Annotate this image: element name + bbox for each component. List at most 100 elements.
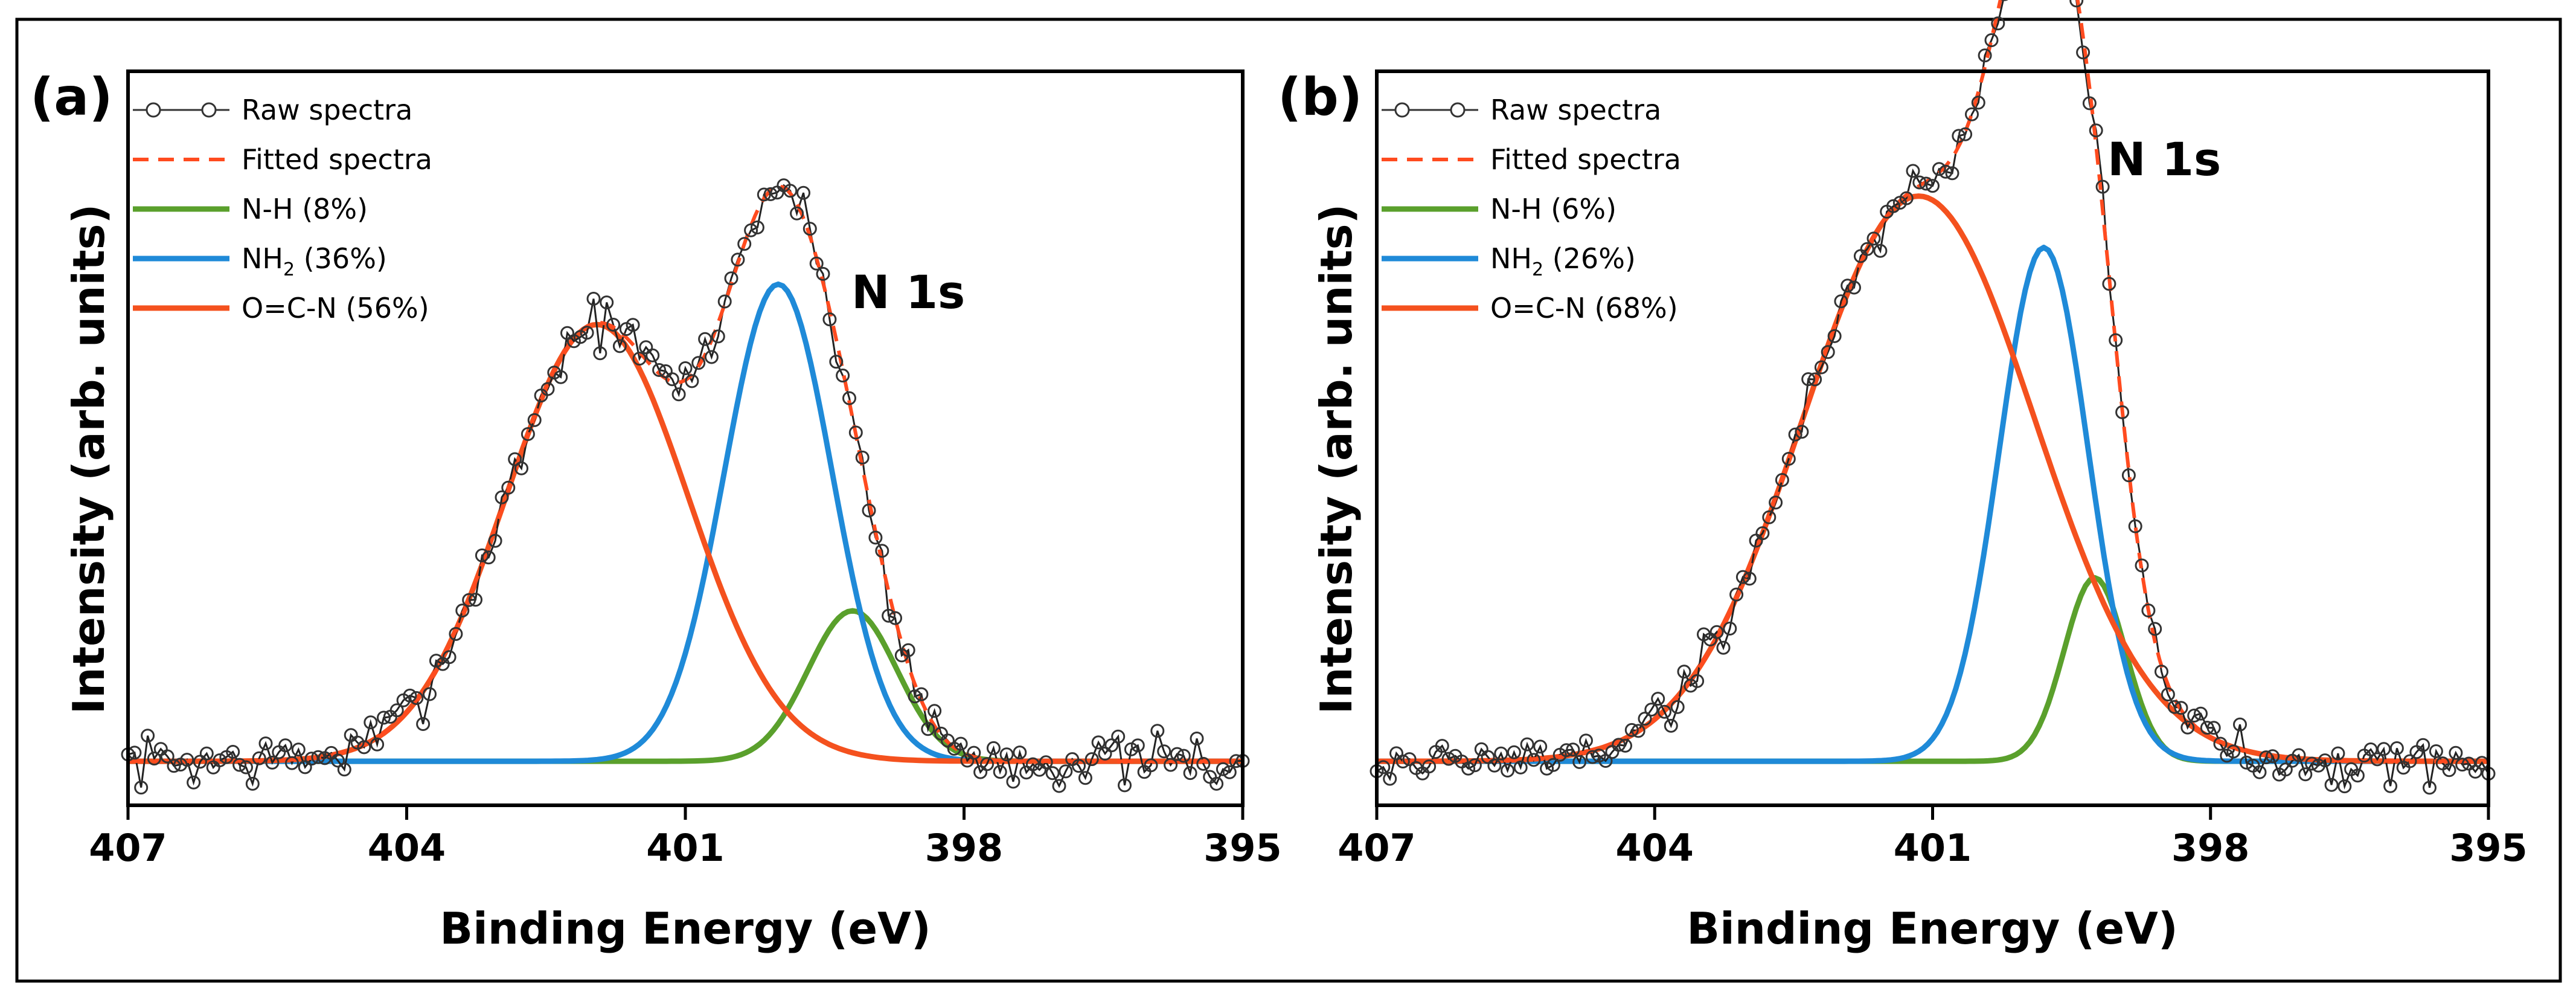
raw-data-point xyxy=(986,741,1001,755)
raw-data-point xyxy=(2266,749,2280,764)
raw-data-point xyxy=(2148,622,2162,636)
raw-data-point xyxy=(252,751,266,765)
raw-data-point xyxy=(1422,759,1437,774)
raw-data-point xyxy=(1618,738,1632,753)
legend-label: Raw spectra xyxy=(242,94,412,126)
panel-b: (b) Intensity (arb. units) 407 404 401 398 3… xyxy=(1278,0,2528,954)
spectrum-label: N 1s xyxy=(2107,132,2221,186)
legend-label: Fitted spectra xyxy=(1490,143,1681,176)
raw-data-point xyxy=(1769,495,1783,510)
legend-label: NH2 (26%) xyxy=(1490,242,1636,280)
raw-data-point xyxy=(2363,742,2378,756)
raw-data-point xyxy=(1781,452,1796,466)
raw-data-point xyxy=(1762,510,1777,524)
raw-data-point xyxy=(1078,771,1092,785)
raw-data-point xyxy=(1716,640,1731,655)
raw-data-point xyxy=(868,530,883,545)
raw-data-point xyxy=(1945,166,1959,181)
raw-data-point xyxy=(1467,758,1482,773)
raw-data-point xyxy=(1533,739,1548,754)
raw-data-point xyxy=(816,266,830,281)
raw-data-point xyxy=(842,391,856,405)
raw-data-point xyxy=(1579,733,1593,748)
raw-data-point xyxy=(1932,162,1946,176)
raw-data-point xyxy=(416,717,431,731)
raw-data-point xyxy=(928,704,942,718)
raw-data-point xyxy=(914,687,929,701)
raw-data-point xyxy=(2468,764,2482,779)
raw-data-point xyxy=(757,187,771,202)
raw-data-point xyxy=(1873,243,1888,258)
raw-data-point xyxy=(744,223,758,237)
raw-data-point xyxy=(2423,781,2437,795)
raw-data-point xyxy=(2442,763,2456,777)
legend-label: Fitted spectra xyxy=(242,143,432,176)
raw-data-point xyxy=(2135,558,2149,573)
x-tick-label: 398 xyxy=(2171,826,2249,870)
raw-data-point xyxy=(724,271,739,286)
raw-data-point xyxy=(993,765,1007,779)
raw-data-point xyxy=(2278,762,2293,777)
raw-data-point xyxy=(1978,48,1992,63)
raw-data-point xyxy=(2167,700,2182,714)
raw-data-point xyxy=(469,593,482,607)
raw-data-point xyxy=(1501,764,1515,777)
raw-data-point xyxy=(750,221,764,234)
raw-data-point xyxy=(888,611,902,625)
raw-data-point xyxy=(291,742,306,757)
raw-data-point xyxy=(953,736,968,751)
raw-data-point xyxy=(1938,164,1953,179)
raw-data-point xyxy=(180,753,194,767)
raw-data-point xyxy=(265,755,280,770)
raw-data-point xyxy=(1860,242,1874,256)
raw-data-point xyxy=(1631,724,1645,738)
raw-data-point xyxy=(2429,744,2443,758)
panel-a: (a) Intensity (arb. units) 407 404 401 398 3… xyxy=(30,67,1282,954)
raw-data-point xyxy=(245,776,260,791)
raw-data-point xyxy=(377,710,391,725)
raw-data-point xyxy=(1585,750,1600,764)
raw-data-point xyxy=(481,550,496,565)
raw-data-point xyxy=(1118,778,1132,793)
raw-data-point xyxy=(2389,741,2404,755)
figure-border xyxy=(15,18,2562,983)
raw-data-point xyxy=(848,425,863,440)
raw-data-point xyxy=(593,346,607,361)
raw-data-point xyxy=(671,387,686,402)
raw-data-point xyxy=(409,691,424,705)
raw-data-point xyxy=(147,752,161,766)
raw-data-point xyxy=(462,593,476,607)
raw-data-point xyxy=(2305,756,2319,771)
x-tick-label: 407 xyxy=(89,826,167,870)
x-tick-label: 398 xyxy=(925,826,1003,870)
raw-data-point xyxy=(737,237,752,251)
raw-data-point xyxy=(2226,744,2241,759)
raw-data-point xyxy=(980,757,994,771)
raw-data-point xyxy=(1658,704,1671,719)
raw-data-point xyxy=(337,762,351,777)
raw-data-point xyxy=(1111,729,1126,744)
raw-data-point xyxy=(1383,771,1397,786)
raw-data-point xyxy=(1527,753,1541,767)
raw-data-point xyxy=(1144,758,1158,773)
raw-data-point xyxy=(455,604,470,618)
raw-data-point xyxy=(1183,766,1197,781)
raw-data-point xyxy=(1899,191,1914,205)
legend-label: N-H (8%) xyxy=(242,193,368,225)
raw-data-point xyxy=(822,312,837,327)
x-axis-ticks: 407 404 401 398 395 xyxy=(89,805,1282,870)
legend-raw-marker xyxy=(1450,102,1466,118)
raw-data-point xyxy=(1801,372,1816,387)
raw-data-point xyxy=(1971,95,1985,110)
raw-data-point xyxy=(1827,329,1842,343)
raw-data-point xyxy=(1052,779,1066,793)
raw-data-point xyxy=(1395,755,1410,768)
raw-data-point xyxy=(1222,765,1237,779)
raw-data-point xyxy=(239,760,253,774)
raw-data-point xyxy=(199,746,214,761)
legend-label: Raw spectra xyxy=(1490,94,1661,126)
y-axis-title: Intensity (arb. units) xyxy=(1311,204,1362,715)
raw-data-point xyxy=(2121,468,2136,483)
raw-data-point xyxy=(1834,294,1848,309)
raw-data-point xyxy=(1540,761,1554,776)
